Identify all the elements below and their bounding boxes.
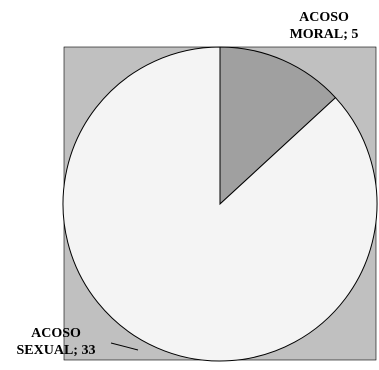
pie-slice-acoso-sexual [62,46,378,362]
data-label-acoso-sexual: ACOSO SEXUAL; 33 [0,325,112,359]
data-label-acoso-sexual-line1: ACOSO [31,326,81,341]
data-label-acoso-moral-line2: MORAL; 5 [289,27,359,42]
pie-slices [62,46,378,362]
pie-slice-acoso-moral [219,46,337,206]
data-label-acoso-moral: ACOSO MORAL; 5 [274,9,374,43]
data-label-acoso-sexual-line2: SEXUAL; 33 [16,343,96,358]
leader-line-acoso-sexual [110,342,139,351]
data-label-acoso-moral-line1: ACOSO [299,10,349,25]
